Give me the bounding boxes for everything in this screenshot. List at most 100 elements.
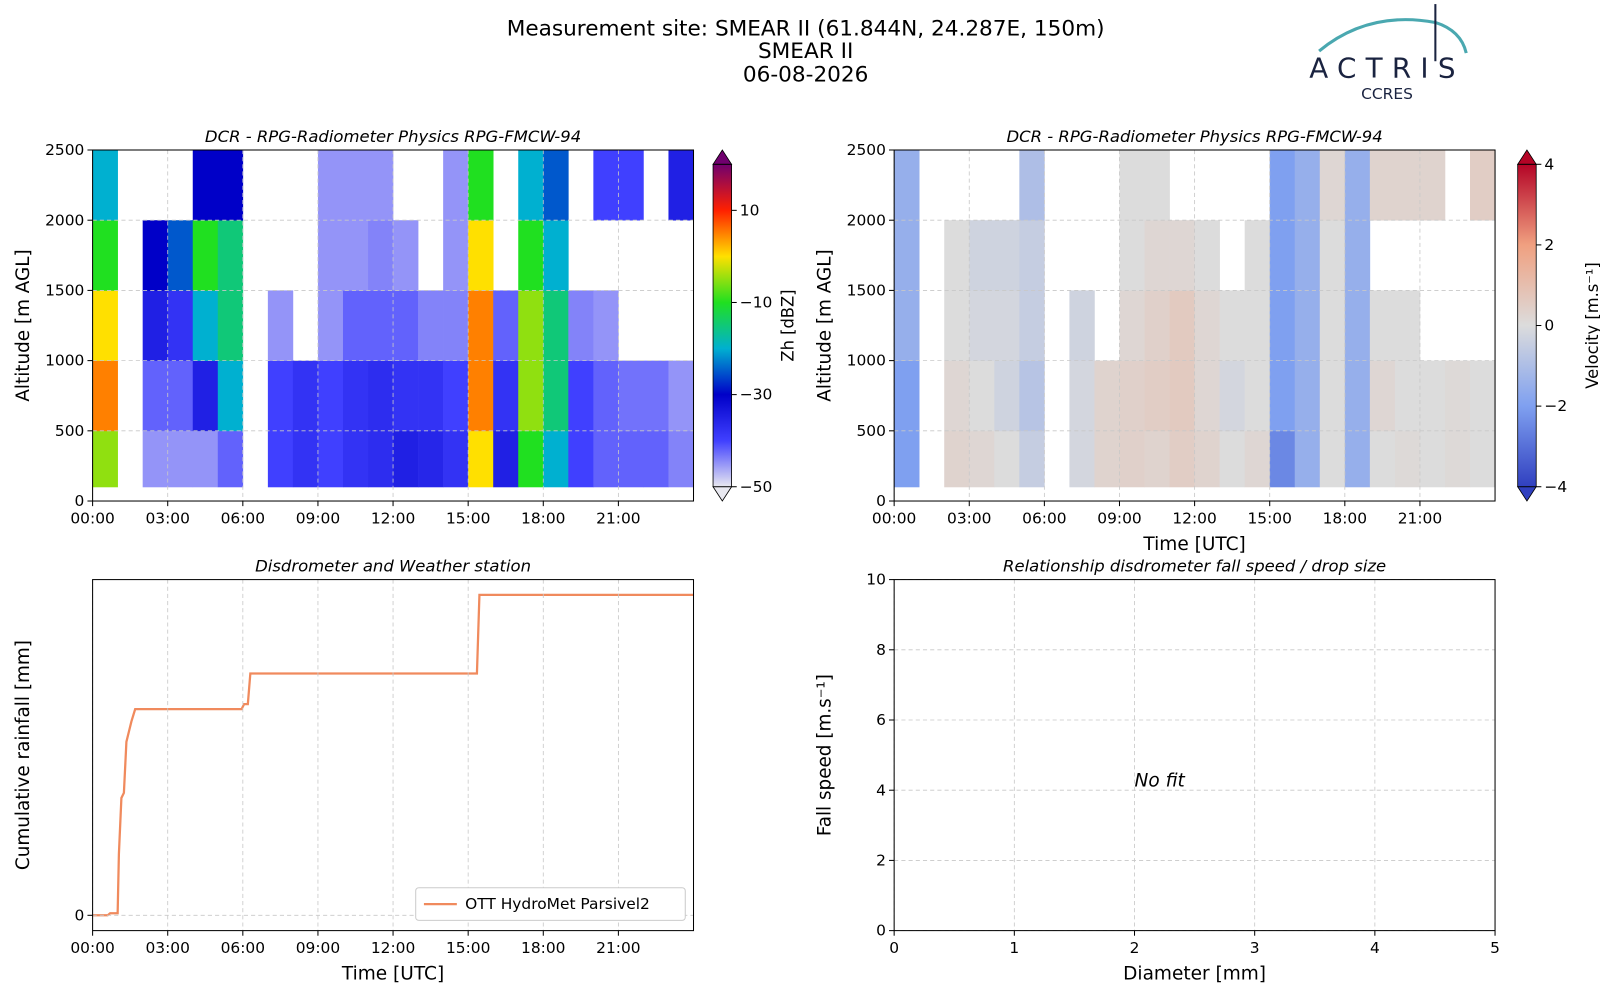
heatmap-cell — [1344, 360, 1371, 432]
heatmap-cell — [894, 430, 920, 488]
heatmap-cell — [1194, 290, 1220, 361]
heatmap-cell — [894, 290, 920, 361]
heatmap-cell — [1119, 220, 1145, 291]
y-tick-label: 0 — [876, 492, 886, 510]
colorbar-tick-label: −30 — [740, 386, 773, 404]
heatmap-cell — [267, 430, 294, 488]
axes-frame — [893, 579, 1496, 932]
heatmap-cell — [593, 430, 619, 488]
heatmap-cell — [217, 360, 244, 432]
heatmap-cell — [593, 150, 619, 221]
heatmap-cell — [493, 360, 519, 432]
colorbar-label: Velocity [m.s⁻¹] — [1583, 262, 1600, 389]
logo: ACTRIS CCRES — [1309, 4, 1468, 103]
y-tick-label: 0 — [876, 922, 886, 940]
heatmap-cell — [92, 150, 118, 221]
y-tick-label: 2500 — [45, 141, 84, 159]
heatmap-cell — [1019, 150, 1045, 221]
heatmap-cell — [1169, 360, 1195, 432]
annotation: No fit — [1135, 771, 1186, 792]
line-series — [92, 593, 694, 917]
colorbar-tick-label: −10 — [740, 294, 773, 312]
heatmap-cell — [668, 430, 694, 488]
heatmap-cell — [994, 360, 1020, 432]
heatmap-cell — [493, 290, 519, 361]
heatmap-cell — [1119, 290, 1145, 361]
heatmap-cell — [267, 360, 294, 432]
colorbar-extend — [1516, 149, 1537, 165]
plot-area — [92, 593, 694, 917]
heatmap-cell — [1194, 360, 1220, 432]
y-tick-label: 500 — [856, 422, 885, 440]
heatmap-cell — [468, 150, 494, 221]
heatmap-cell — [1470, 360, 1496, 432]
heatmap-cell — [1269, 220, 1296, 291]
heatmap-cell — [393, 360, 419, 432]
heatmap-cell — [518, 290, 544, 361]
heatmap-cell — [1169, 220, 1195, 291]
x-tick-label: 03:00 — [145, 939, 189, 957]
colorbar-tick-label: 2 — [1544, 236, 1554, 254]
panel-title: DCR - RPG-Radiometer Physics RPG-FMCW-94 — [205, 127, 581, 146]
y-axis-label: Altitude [m AGL] — [814, 249, 835, 401]
heatmap-cell — [142, 430, 169, 488]
panel-title: DCR - RPG-Radiometer Physics RPG-FMCW-94 — [1006, 127, 1382, 146]
heatmap-cell — [393, 290, 419, 361]
heatmap-cell — [1144, 150, 1170, 221]
heatmap-cell — [543, 150, 569, 221]
heatmap-cell — [568, 430, 594, 488]
x-axis-label: Diameter [mm] — [1123, 964, 1266, 985]
y-tick-label: 2 — [876, 852, 886, 870]
x-tick-label: 18:00 — [521, 939, 565, 957]
heatmap-cell — [643, 360, 669, 432]
heatmap-cell — [1169, 430, 1195, 488]
x-tick-label: 5 — [1490, 939, 1500, 957]
heatmap-cell — [1144, 360, 1170, 432]
heatmap-cell — [1244, 220, 1271, 291]
x-tick-label: 15:00 — [446, 510, 490, 528]
heatmap-cell — [1419, 150, 1446, 221]
colorbar-extend — [712, 486, 733, 502]
plot-area — [894, 150, 1496, 488]
colorbar-tick-label: −50 — [740, 478, 773, 496]
heatmap-cell — [317, 290, 344, 361]
x-tick-label: 03:00 — [145, 510, 189, 528]
heatmap-cell — [969, 360, 995, 432]
heatmap-cell — [92, 430, 118, 488]
heatmap-cell — [92, 290, 118, 361]
heatmap-cell — [1294, 360, 1321, 432]
y-axis-label: Cumulative rainfall [mm] — [13, 640, 34, 870]
heatmap-cell — [543, 360, 569, 432]
heatmap-cell — [1269, 150, 1296, 221]
heatmap-cell — [1319, 360, 1346, 432]
heatmap-cell — [1294, 220, 1321, 291]
x-tick-label: 06:00 — [221, 510, 265, 528]
heatmap-cell — [1344, 290, 1371, 361]
x-tick-label: 09:00 — [296, 510, 340, 528]
heatmap-cell — [1119, 150, 1145, 221]
header-line: Measurement site: SMEAR II (61.844N, 24.… — [507, 17, 1105, 42]
heatmap-cell — [142, 360, 169, 432]
heatmap-cell — [1219, 290, 1245, 361]
heatmap-cell — [969, 220, 995, 291]
x-tick-label: 21:00 — [596, 939, 640, 957]
heatmap-cell — [1094, 430, 1120, 488]
heatmap-cell — [342, 150, 369, 221]
heatmap-cell — [1069, 360, 1095, 432]
heatmap-cell — [1119, 430, 1145, 488]
heatmap-cell — [1219, 360, 1245, 432]
heatmap-cell — [1294, 430, 1321, 488]
heatmap-cell — [217, 150, 244, 221]
heatmap-cell — [1419, 360, 1446, 432]
heatmap-cell — [1394, 150, 1421, 221]
heatmap-cell — [618, 150, 644, 221]
colorbar-label: Zh [dBZ] — [778, 289, 797, 361]
heatmap-cell — [894, 220, 920, 291]
heatmap-cell — [192, 360, 219, 432]
heatmap-cell — [393, 430, 419, 488]
heatmap-cell — [994, 220, 1020, 291]
heatmap-cell — [92, 220, 118, 291]
heatmap-cell — [944, 360, 970, 432]
heatmap-cell — [1470, 150, 1496, 221]
heatmap-cell — [292, 430, 319, 488]
